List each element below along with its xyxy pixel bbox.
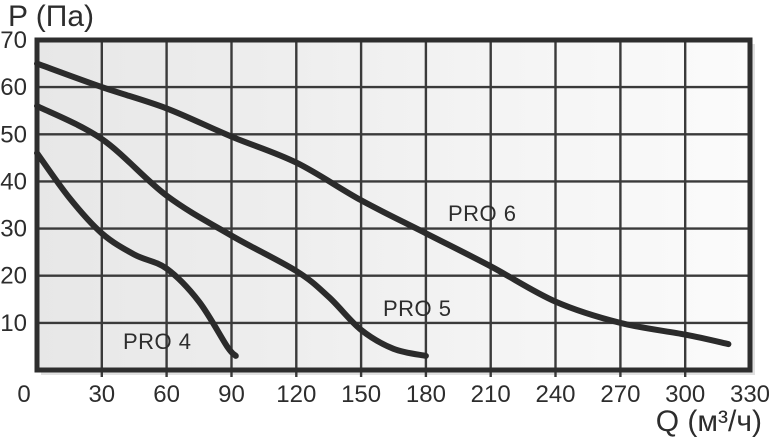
x-tick-30: 30: [88, 381, 115, 408]
plot-background: [37, 40, 750, 370]
x-tick-150: 150: [341, 381, 381, 408]
x-tick-0: 0: [17, 381, 30, 408]
y-axis-title: P (Па): [8, 0, 94, 33]
curve-pro-6: [34, 60, 732, 348]
curve-label-pro-4: PRO 4: [123, 329, 192, 354]
x-tick-300: 300: [665, 381, 705, 408]
gridlines: [38, 41, 750, 377]
curve-pro-5: [34, 103, 429, 359]
curve-label-pro-6: PRO 6: [448, 201, 517, 226]
curve-label-pro-5: PRO 5: [383, 296, 452, 321]
y-tick-50: 50: [0, 121, 27, 148]
plot-area: PRO 4 PRO 5 PRO 6 0 30 60 90 120 150 180 210 240 27…: [0, 27, 769, 408]
y-tick-70: 70: [0, 27, 27, 54]
x-tick-270: 270: [600, 381, 640, 408]
curve-labels: PRO 4 PRO 5 PRO 6: [123, 201, 517, 354]
x-tick-210: 210: [471, 381, 511, 408]
curve-pro-4: [34, 150, 239, 359]
x-tick-240: 240: [535, 381, 575, 408]
x-tick-60: 60: [153, 381, 180, 408]
x-axis-title: Q (м³/ч): [656, 405, 762, 438]
x-tick-330: 330: [730, 381, 769, 408]
x-tick-90: 90: [218, 381, 245, 408]
fan-curves: [34, 60, 732, 359]
y-tick-10: 10: [0, 310, 27, 337]
y-tick-30: 30: [0, 216, 27, 243]
y-tick-40: 40: [0, 168, 27, 195]
y-tick-20: 20: [0, 263, 27, 290]
x-tick-120: 120: [276, 381, 316, 408]
plot-border: [34, 37, 753, 373]
x-tick-labels: 0 30 60 90 120 150 180 210 240 270 300 330: [17, 381, 769, 408]
y-tick-labels: 10 20 30 40 50 60 70: [0, 27, 27, 337]
y-tick-60: 60: [0, 74, 27, 101]
x-tick-180: 180: [406, 381, 446, 408]
